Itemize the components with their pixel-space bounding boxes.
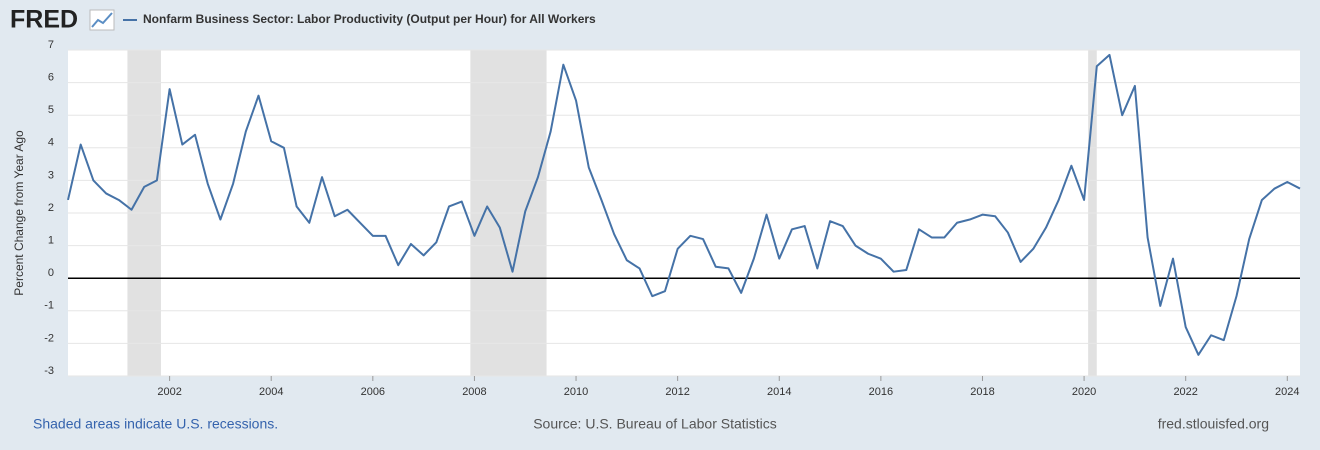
x-tick-label: 2024 bbox=[1275, 386, 1299, 398]
x-tick-label: 2006 bbox=[361, 386, 385, 398]
y-axis-label: Percent Change from Year Ago bbox=[12, 130, 26, 296]
y-tick-label: -2 bbox=[44, 332, 54, 344]
y-tick-label: 1 bbox=[48, 235, 54, 247]
x-tick-label: 2010 bbox=[564, 386, 588, 398]
y-tick-label: 0 bbox=[48, 267, 54, 279]
y-tick-label: 5 bbox=[48, 104, 54, 116]
y-tick-label: 6 bbox=[48, 72, 54, 84]
x-tick-label: 2004 bbox=[259, 386, 283, 398]
y-tick-label: 2 bbox=[48, 202, 54, 214]
y-tick-label: -3 bbox=[44, 365, 54, 377]
x-tick-label: 2008 bbox=[462, 386, 486, 398]
x-tick-label: 2014 bbox=[767, 386, 791, 398]
series-line bbox=[67, 53, 1301, 356]
legend-label: Nonfarm Business Sector: Labor Productiv… bbox=[143, 12, 596, 26]
x-tick-label: 2022 bbox=[1173, 386, 1197, 398]
y-tick-label: 7 bbox=[48, 39, 54, 51]
y-tick-label: 3 bbox=[48, 169, 54, 181]
logo-icon bbox=[89, 9, 115, 31]
logo: FRED bbox=[10, 6, 78, 34]
x-tick-label: 2012 bbox=[665, 386, 689, 398]
y-tick-label: -1 bbox=[44, 300, 54, 312]
source: Source: U.S. Bureau of Labor Statistics bbox=[533, 416, 777, 432]
x-tick-label: 2020 bbox=[1072, 386, 1096, 398]
site: fred.stlouisfed.org bbox=[1158, 416, 1269, 432]
x-tick-label: 2002 bbox=[157, 386, 181, 398]
y-tick-label: 4 bbox=[48, 137, 54, 149]
recession-note: Shaded areas indicate U.S. recessions. bbox=[33, 416, 278, 432]
x-tick-label: 2018 bbox=[970, 386, 994, 398]
x-tick-label: 2016 bbox=[869, 386, 893, 398]
